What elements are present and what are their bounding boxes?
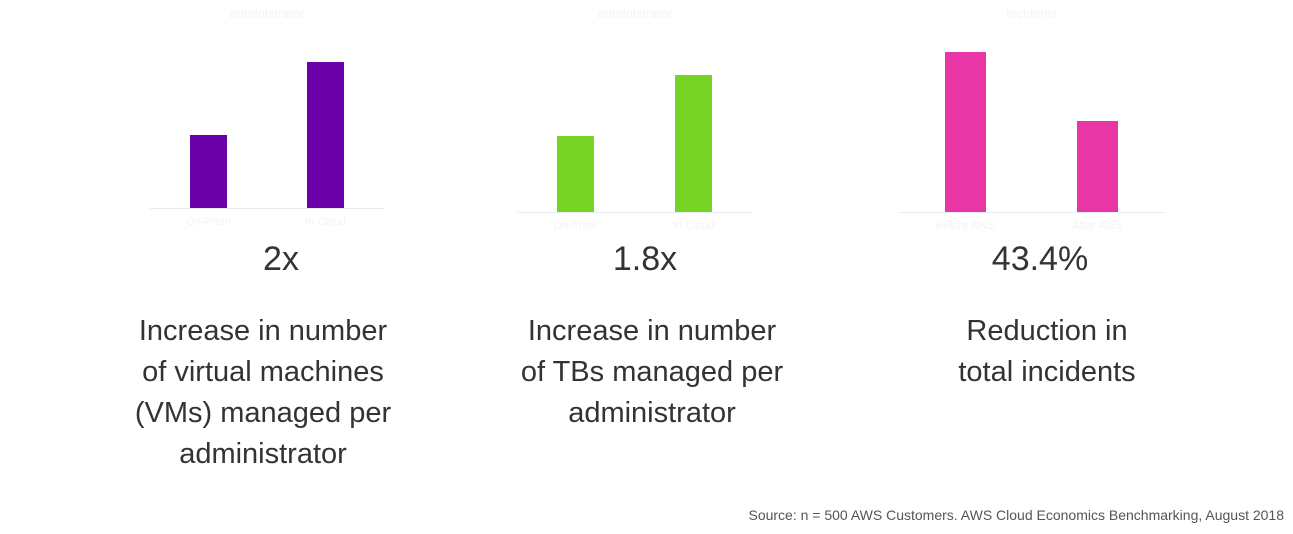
- bar-in-cloud: [307, 62, 344, 208]
- x-axis-line: [150, 208, 384, 209]
- x-tick-label: On-Prem: [186, 216, 231, 228]
- description-line: administrator: [179, 438, 347, 470]
- x-axis-line: [899, 212, 1165, 213]
- bar-in-cloud: [675, 75, 712, 212]
- stat-description: Increase in number of TBs managed per admi…: [472, 311, 832, 434]
- bar-before-aws: [945, 52, 986, 212]
- x-tick-label: Before AWS: [935, 220, 996, 232]
- description-line: of virtual machines: [142, 356, 384, 388]
- description-line: Increase in number: [138, 315, 388, 347]
- x-axis-line: [517, 212, 753, 213]
- description-line: administrator: [568, 397, 736, 429]
- source-note: Source: n = 500 AWS Customers. AWS Cloud…: [748, 507, 1284, 523]
- chart-title: administrator: [597, 6, 673, 21]
- stat-description: Reduction in total incidents: [867, 311, 1227, 393]
- stat-value: 2x: [263, 240, 299, 278]
- chart-title: administrator: [229, 6, 305, 21]
- x-tick-label: After AWS: [1072, 220, 1123, 232]
- chart-title: incidents: [1006, 6, 1058, 21]
- stat-value: 43.4%: [991, 240, 1089, 278]
- bar-on-prem: [190, 135, 227, 208]
- description-line: Increase in number: [527, 315, 777, 347]
- x-tick-label: On-Prem: [553, 220, 598, 232]
- description-line: total incidents: [958, 356, 1136, 388]
- bar-after-aws: [1077, 121, 1118, 212]
- description-line: Reduction in: [966, 315, 1128, 347]
- x-tick-label: In Cloud: [673, 220, 714, 232]
- x-tick-label: In Cloud: [305, 216, 346, 228]
- description-line: of TBs managed per: [520, 356, 784, 388]
- stat-description: Increase in number of virtual machines (VM…: [83, 311, 443, 475]
- bar-on-prem: [557, 136, 594, 212]
- description-line: (VMs) managed per: [134, 397, 392, 429]
- stat-value: 1.8x: [612, 240, 678, 278]
